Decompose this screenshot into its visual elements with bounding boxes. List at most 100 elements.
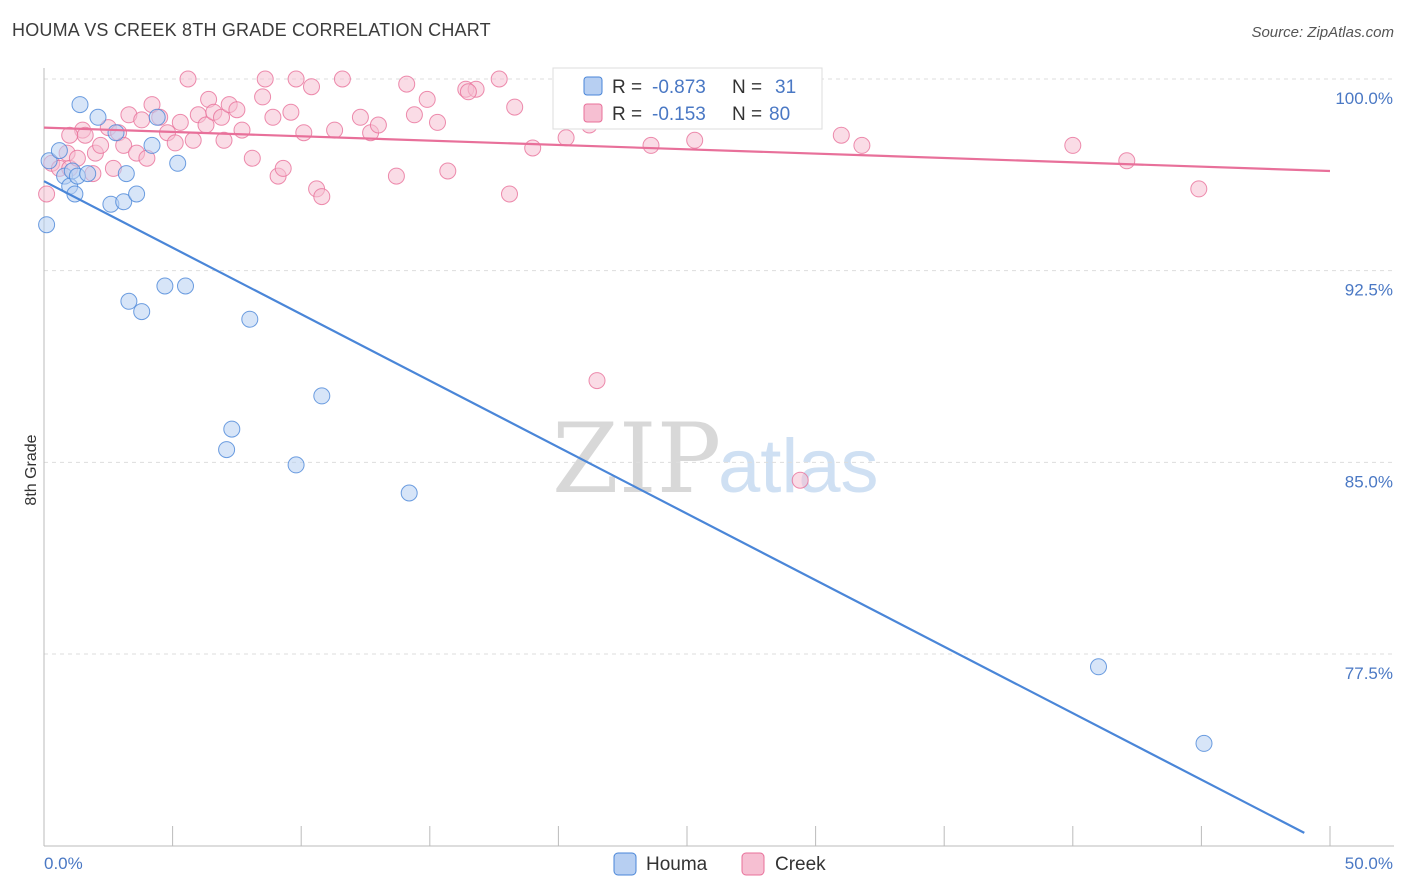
y-axis-title: 8th Grade xyxy=(23,434,40,505)
scatter-point-creek xyxy=(171,113,189,131)
scatter-point-creek xyxy=(92,136,110,154)
scatter-point-houma xyxy=(38,216,56,234)
scatter-point-creek xyxy=(1064,136,1082,154)
scatter-point-creek xyxy=(61,126,79,144)
scatter-point-creek xyxy=(115,136,133,154)
chart-title: HOUMA VS CREEK 8TH GRADE CORRELATION CHA… xyxy=(12,20,491,40)
y-tick-label: 92.5% xyxy=(1345,281,1393,300)
scatter-point-creek xyxy=(832,126,850,144)
scatter-point-creek xyxy=(256,70,274,88)
scatter-point-creek xyxy=(351,108,369,126)
series-houma-points xyxy=(38,96,1213,752)
scatter-point-creek xyxy=(506,98,524,116)
legend-houma-r-label: R = xyxy=(612,77,642,98)
scatter-point-creek xyxy=(387,167,405,185)
legend-creek-n-value: 80 xyxy=(769,104,790,125)
scatter-point-houma xyxy=(79,165,97,183)
scatter-point-houma xyxy=(115,193,133,211)
scatter-point-creek xyxy=(405,106,423,124)
legend-creek-n-label: N = xyxy=(732,104,762,125)
scatter-point-creek xyxy=(1118,152,1136,170)
scatter-point-creek xyxy=(398,75,416,93)
scatter-point-houma xyxy=(156,277,174,295)
scatter-point-creek xyxy=(853,136,871,154)
series-legend-creek-label: Creek xyxy=(775,854,826,875)
watermark-atlas: atlas xyxy=(718,424,879,509)
scatter-point-creek xyxy=(642,136,660,154)
scatter-point-creek xyxy=(264,108,282,126)
scatter-point-creek xyxy=(166,134,184,152)
scatter-point-creek xyxy=(369,116,387,134)
scatter-point-creek xyxy=(418,90,436,108)
scatter-point-houma xyxy=(1195,734,1213,752)
series-legend-creek-swatch xyxy=(741,852,765,876)
series-legend-houma-label: Houma xyxy=(646,854,708,875)
scatter-point-houma xyxy=(169,154,187,172)
scatter-point-houma xyxy=(50,142,68,160)
scatter-point-houma xyxy=(133,303,151,321)
scatter-point-houma xyxy=(107,124,125,142)
scatter-point-creek xyxy=(429,113,446,131)
scatter-point-houma xyxy=(241,310,259,328)
scatter-point-creek xyxy=(38,185,56,203)
scatter-point-creek xyxy=(326,121,344,139)
scatter-point-creek xyxy=(215,131,233,149)
stats-legend: R = -0.873 N = 31 R = -0.153 N = 80 xyxy=(552,67,823,130)
scatter-point-houma xyxy=(89,108,107,126)
trend-line-creek xyxy=(43,126,1331,173)
scatter-point-creek xyxy=(184,131,202,149)
scatter-point-creek xyxy=(439,162,457,180)
legend-houma-n-label: N = xyxy=(732,77,762,98)
scatter-point-houma xyxy=(223,420,241,438)
x-tick-label: 50.0% xyxy=(1345,854,1393,873)
scatter-point-creek xyxy=(1190,180,1208,198)
scatter-point-creek xyxy=(243,149,261,167)
scatter-point-houma xyxy=(1090,658,1107,676)
scatter-point-creek xyxy=(588,372,606,390)
scatter-point-houma xyxy=(143,136,161,154)
series-legend-houma-swatch xyxy=(613,852,637,876)
legend-creek-r-label: R = xyxy=(612,104,642,125)
legend-creek-r-value: -0.153 xyxy=(652,104,706,125)
tick-labels: 77.5% 85.0% 92.5% 100.0% 0.0% 50.0% xyxy=(44,89,1393,873)
scatter-point-houma xyxy=(148,108,166,126)
scatter-point-creek xyxy=(228,101,246,119)
y-tick-label: 85.0% xyxy=(1345,472,1393,491)
y-tick-label: 100.0% xyxy=(1335,89,1393,108)
scatter-point-creek xyxy=(791,471,809,489)
watermark-zip: ZIP xyxy=(552,403,721,515)
y-tick-label: 77.5% xyxy=(1345,664,1393,683)
legend-houma-n-value: 31 xyxy=(775,77,796,98)
scatter-point-houma xyxy=(218,441,236,459)
scatter-point-creek xyxy=(213,108,230,126)
scatter-point-creek xyxy=(686,131,704,149)
legend-houma-r-value: -0.873 xyxy=(652,77,706,98)
scatter-point-creek xyxy=(233,121,251,139)
trend-line-houma xyxy=(43,180,1305,834)
watermark: ZIP atlas xyxy=(552,403,879,515)
scatter-point-houma xyxy=(120,292,138,310)
scatter-point-creek xyxy=(333,70,351,88)
trend-lines xyxy=(43,126,1331,834)
scatter-point-creek xyxy=(524,139,542,157)
scatter-point-houma xyxy=(117,165,135,183)
scatter-point-creek xyxy=(287,70,305,88)
scatter-point-creek xyxy=(295,124,313,142)
scatter-point-creek xyxy=(313,188,331,206)
scatter-point-creek xyxy=(501,185,518,203)
scatter-point-creek xyxy=(282,103,300,121)
scatter-point-creek xyxy=(274,159,292,177)
scatter-point-houma xyxy=(313,387,331,405)
scatter-point-houma xyxy=(40,152,58,170)
series-legend: Houma Creek xyxy=(613,852,826,876)
scatter-point-creek xyxy=(490,70,508,88)
scatter-point-houma xyxy=(287,456,305,474)
scatter-point-houma xyxy=(128,185,146,203)
scatter-point-houma xyxy=(400,484,418,502)
scatter-point-creek xyxy=(133,111,151,129)
legend-houma-swatch xyxy=(583,76,603,96)
legend-creek-swatch xyxy=(583,103,603,123)
scatter-point-creek xyxy=(254,88,272,106)
source-label: Source: ZipAtlas.com xyxy=(1251,24,1394,41)
scatter-point-houma xyxy=(71,96,89,114)
